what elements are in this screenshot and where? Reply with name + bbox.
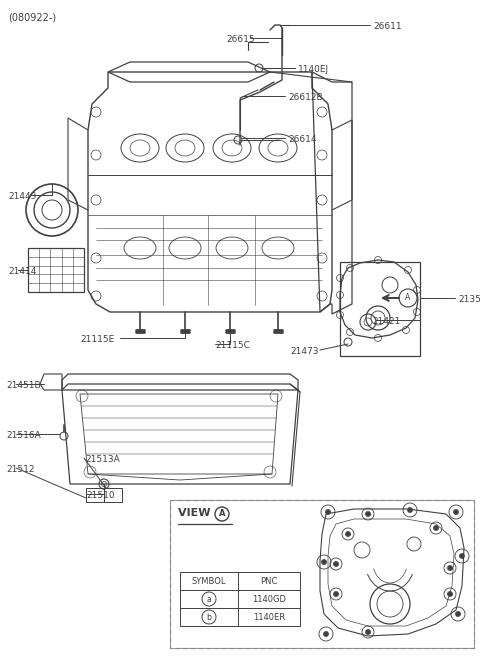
Text: b: b [334, 562, 338, 567]
Text: b: b [434, 525, 438, 531]
Text: 21414: 21414 [8, 267, 36, 276]
Text: b: b [334, 592, 338, 596]
Text: (080922-): (080922-) [8, 12, 56, 22]
Circle shape [334, 562, 338, 567]
Bar [340, 262, 420, 356]
Bar [170, 500, 474, 648]
Text: 21115E: 21115E [80, 335, 114, 344]
Text: 21512: 21512 [6, 465, 35, 474]
Circle shape [322, 560, 326, 565]
Text: 21510: 21510 [86, 491, 115, 500]
Text: b: b [366, 630, 370, 634]
Text: a: a [454, 510, 458, 514]
Bar [170, 500, 474, 648]
Text: 21421: 21421 [372, 317, 400, 326]
Circle shape [456, 611, 460, 617]
Text: a: a [324, 632, 328, 636]
Circle shape [454, 510, 458, 514]
Bar [86, 488, 122, 502]
Text: 26612B: 26612B [288, 93, 323, 102]
Bar [180, 572, 300, 626]
Text: b: b [206, 613, 211, 621]
Text: 21115C: 21115C [215, 341, 250, 350]
Text: a: a [460, 554, 464, 558]
Text: 21350E: 21350E [458, 295, 480, 304]
Text: A: A [219, 510, 225, 518]
Circle shape [433, 525, 439, 531]
Circle shape [324, 632, 328, 636]
Text: PNC: PNC [260, 577, 278, 586]
Text: 26615: 26615 [226, 35, 254, 44]
Bar [28, 248, 84, 292]
Text: SYMBOL: SYMBOL [192, 577, 226, 586]
Text: 21516A: 21516A [6, 431, 41, 440]
Text: 1140ER: 1140ER [253, 613, 285, 621]
Circle shape [447, 592, 453, 596]
Text: b: b [366, 512, 370, 516]
Circle shape [365, 630, 371, 634]
Circle shape [334, 592, 338, 596]
Text: a: a [326, 510, 330, 514]
Text: A: A [406, 293, 410, 302]
Text: 21513A: 21513A [85, 455, 120, 464]
Text: a: a [206, 594, 211, 604]
Circle shape [408, 508, 412, 512]
Text: b: b [448, 565, 452, 571]
Circle shape [346, 531, 350, 537]
Text: 21451B: 21451B [6, 381, 41, 390]
Text: a: a [322, 560, 326, 565]
Text: a: a [408, 508, 412, 512]
Text: b: b [346, 531, 350, 537]
Text: 21473: 21473 [290, 347, 319, 356]
Text: 26611: 26611 [373, 22, 402, 31]
Circle shape [447, 565, 453, 571]
Text: b: b [448, 592, 452, 596]
Circle shape [459, 554, 465, 558]
Text: 26614: 26614 [288, 135, 316, 144]
Text: VIEW: VIEW [178, 508, 215, 518]
Circle shape [325, 510, 331, 514]
Text: 21443: 21443 [8, 192, 36, 201]
Text: 1140EJ: 1140EJ [298, 65, 329, 74]
Circle shape [365, 512, 371, 516]
Text: a: a [456, 611, 460, 617]
Text: 1140GD: 1140GD [252, 594, 286, 604]
